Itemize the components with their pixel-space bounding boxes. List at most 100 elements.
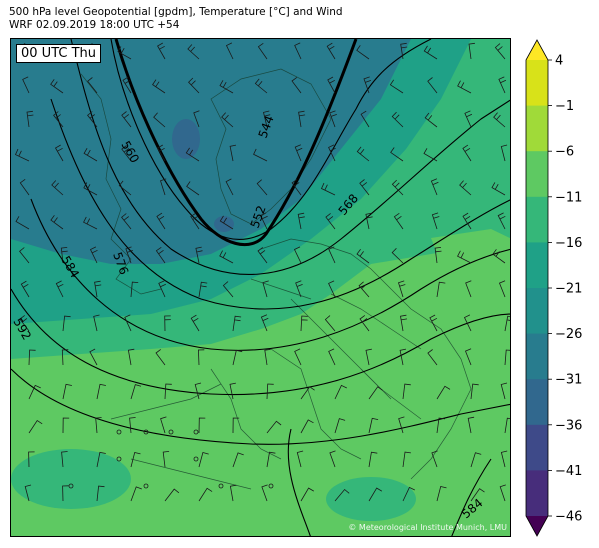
wind-barb — [50, 215, 64, 230]
wind-barb — [328, 144, 336, 162]
wind-barb — [194, 382, 202, 400]
wind-barb — [28, 349, 36, 366]
wind-barb — [391, 248, 404, 264]
wind-barb — [193, 110, 200, 128]
colorbar-segment — [526, 105, 548, 152]
wind-barb — [391, 179, 404, 196]
wind-barb — [430, 178, 439, 196]
wind-barb — [326, 42, 336, 60]
wind-barb — [429, 314, 438, 332]
wind-barb — [159, 178, 167, 196]
wind-barb — [266, 420, 282, 434]
wind-barb — [459, 180, 472, 196]
wind-barb — [254, 78, 268, 94]
calm-wind-marker — [116, 429, 122, 435]
colorbar-segment — [526, 196, 548, 243]
wind-barb — [122, 76, 132, 94]
wind-barb — [431, 450, 438, 468]
wind-barb — [294, 144, 303, 162]
wind-barb — [327, 76, 336, 94]
wind-barb — [297, 212, 305, 230]
wind-barb — [291, 77, 302, 94]
wind-barb — [359, 315, 370, 332]
wind-barb — [400, 42, 408, 60]
colorbar-segment — [526, 333, 548, 380]
wind-barb — [162, 451, 170, 468]
wind-barb — [51, 180, 64, 196]
wind-barb — [462, 144, 472, 162]
wind-barb — [328, 246, 336, 264]
wind-barb — [130, 384, 142, 400]
wind-barb — [20, 280, 30, 298]
wind-barb — [160, 416, 167, 434]
wind-barb — [198, 452, 209, 468]
calm-wind-marker — [143, 429, 149, 435]
wind-barb — [232, 452, 244, 468]
colorbar-segment — [526, 470, 548, 517]
warm-field-sea-1 — [326, 477, 416, 521]
wind-barb — [229, 484, 237, 502]
wind-barb — [402, 451, 411, 468]
wind-barb — [457, 80, 472, 94]
colorbar-segment — [526, 242, 548, 289]
wind-barb — [462, 212, 472, 230]
chart-title: 500 hPa level Geopotential [gpdm], Tempe… — [9, 6, 343, 18]
wind-barb — [188, 77, 200, 94]
wind-barb — [222, 281, 234, 298]
wind-barb — [117, 46, 132, 60]
wind-barb — [219, 80, 234, 94]
wind-barb — [356, 248, 370, 264]
wind-barb — [427, 349, 438, 366]
wind-barb — [130, 281, 139, 298]
wind-barb — [356, 45, 370, 60]
wind-barb — [155, 349, 166, 366]
wind-barb — [363, 76, 372, 94]
colorbar-tick-label: −16 — [555, 236, 582, 251]
wind-barb — [198, 487, 213, 502]
colorbar-tick-label: −6 — [555, 145, 574, 160]
colorbar-segment — [526, 379, 548, 426]
wind-barb — [294, 42, 302, 60]
wind-barb — [498, 76, 507, 94]
wind-barb — [164, 383, 172, 400]
wind-barb — [328, 280, 336, 298]
wind-barb — [324, 315, 336, 332]
calm-wind-marker — [68, 483, 74, 489]
wind-barb — [15, 216, 30, 230]
wind-barb — [232, 315, 242, 332]
chart-subtitle: WRF 02.09.2019 18:00 UTC +54 — [9, 19, 180, 31]
wind-barb — [465, 280, 472, 298]
wind-barb — [24, 484, 32, 502]
wind-barb — [497, 212, 506, 230]
wind-barb — [257, 42, 268, 60]
wind-barb — [190, 212, 200, 230]
wind-barb — [470, 383, 479, 400]
wind-barb — [125, 246, 133, 264]
wind-barb — [62, 485, 69, 502]
wind-barb — [225, 42, 234, 60]
wind-barb — [232, 349, 243, 366]
wind-barb — [399, 348, 407, 366]
colorbar-segments — [525, 39, 549, 537]
wind-barb — [19, 315, 30, 332]
wind-barb — [300, 315, 308, 332]
wind-barb — [494, 43, 506, 60]
wind-barb — [61, 451, 68, 468]
wind-barb — [334, 384, 347, 400]
wind-barb — [19, 178, 30, 196]
wind-barb — [127, 348, 135, 366]
wind-barb — [398, 416, 405, 434]
wind-barb — [94, 280, 102, 298]
wind-barb — [457, 250, 472, 264]
wind-barb — [257, 247, 268, 264]
colorbar-tick-label: −11 — [555, 190, 582, 205]
wind-barb — [368, 417, 379, 434]
wind-barb — [402, 486, 415, 502]
wind-barb — [62, 315, 71, 332]
wind-barb — [60, 247, 68, 264]
wind-barb — [96, 485, 105, 502]
wind-barb — [359, 179, 370, 196]
temp-field-m26 — [11, 39, 411, 264]
forecast-time-label: 00 UTC Thu — [16, 44, 101, 63]
wind-barb — [152, 79, 166, 94]
